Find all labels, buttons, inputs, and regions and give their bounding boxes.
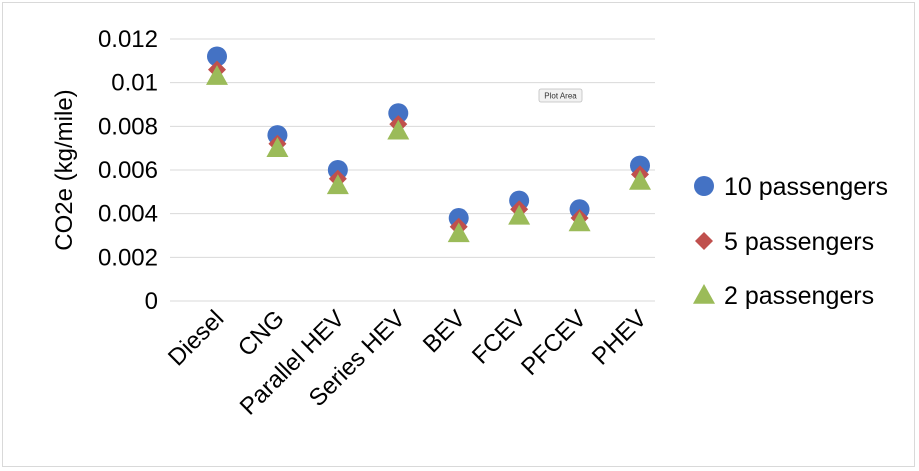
- y-tick-label: 0.012: [98, 26, 158, 53]
- legend: 10 passengers 5 passengers 2 passengers: [693, 173, 888, 310]
- data-point-triangle[interactable]: [387, 119, 410, 140]
- y-tick-label: 0.002: [98, 244, 158, 271]
- legend-marker-triangle[interactable]: [693, 284, 715, 304]
- y-tick-label: 0.004: [98, 201, 158, 228]
- data-point-triangle[interactable]: [568, 211, 591, 232]
- y-tick-label: 0.008: [98, 113, 158, 140]
- x-tick-label: CNG: [233, 305, 290, 362]
- plot-area-tooltip: Plot Area: [538, 88, 583, 103]
- y-tick-label: 0.006: [98, 157, 158, 184]
- data-point-triangle[interactable]: [629, 169, 651, 190]
- x-tick-label: Diesel: [163, 305, 229, 371]
- data-point-triangle[interactable]: [447, 222, 470, 243]
- y-axis-label: CO2e (kg/mile): [51, 89, 78, 250]
- legend-marker-circle[interactable]: [694, 176, 714, 196]
- x-tick-label: BEV: [418, 305, 471, 358]
- x-tick-label: PFCEV: [516, 305, 592, 381]
- data-points[interactable]: [206, 46, 651, 243]
- data-point-triangle[interactable]: [266, 137, 289, 157]
- data-point-triangle[interactable]: [508, 204, 531, 225]
- data-point-circle[interactable]: [207, 46, 227, 67]
- data-point-circle[interactable]: [388, 103, 409, 124]
- gridlines: [170, 38, 655, 302]
- y-axis-ticks: 0 0.002 0.004 0.006 0.008 0.01 0.012: [98, 26, 158, 315]
- x-tick-label: PHEV: [587, 305, 652, 370]
- y-tick-label: 0.01: [111, 70, 158, 97]
- data-point-triangle[interactable]: [326, 174, 349, 195]
- legend-label: 2 passengers: [724, 282, 874, 310]
- legend-label: 10 passengers: [724, 173, 888, 201]
- legend-marker-diamond[interactable]: [695, 232, 713, 250]
- data-point-triangle[interactable]: [206, 65, 228, 85]
- legend-label: 5 passengers: [724, 228, 874, 256]
- plot-area-tooltip-text: Plot Area: [544, 92, 577, 101]
- y-tick-label: 0: [145, 288, 158, 315]
